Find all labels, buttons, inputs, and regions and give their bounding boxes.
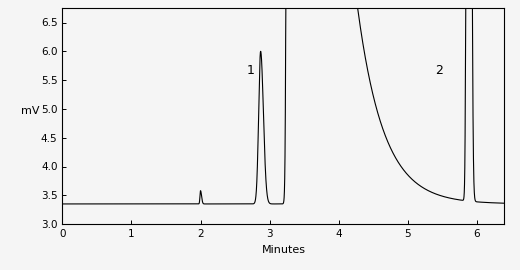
- Text: 2: 2: [435, 64, 443, 77]
- Y-axis label: mV: mV: [21, 106, 39, 116]
- Text: 1: 1: [246, 64, 254, 77]
- X-axis label: Minutes: Minutes: [262, 245, 305, 255]
